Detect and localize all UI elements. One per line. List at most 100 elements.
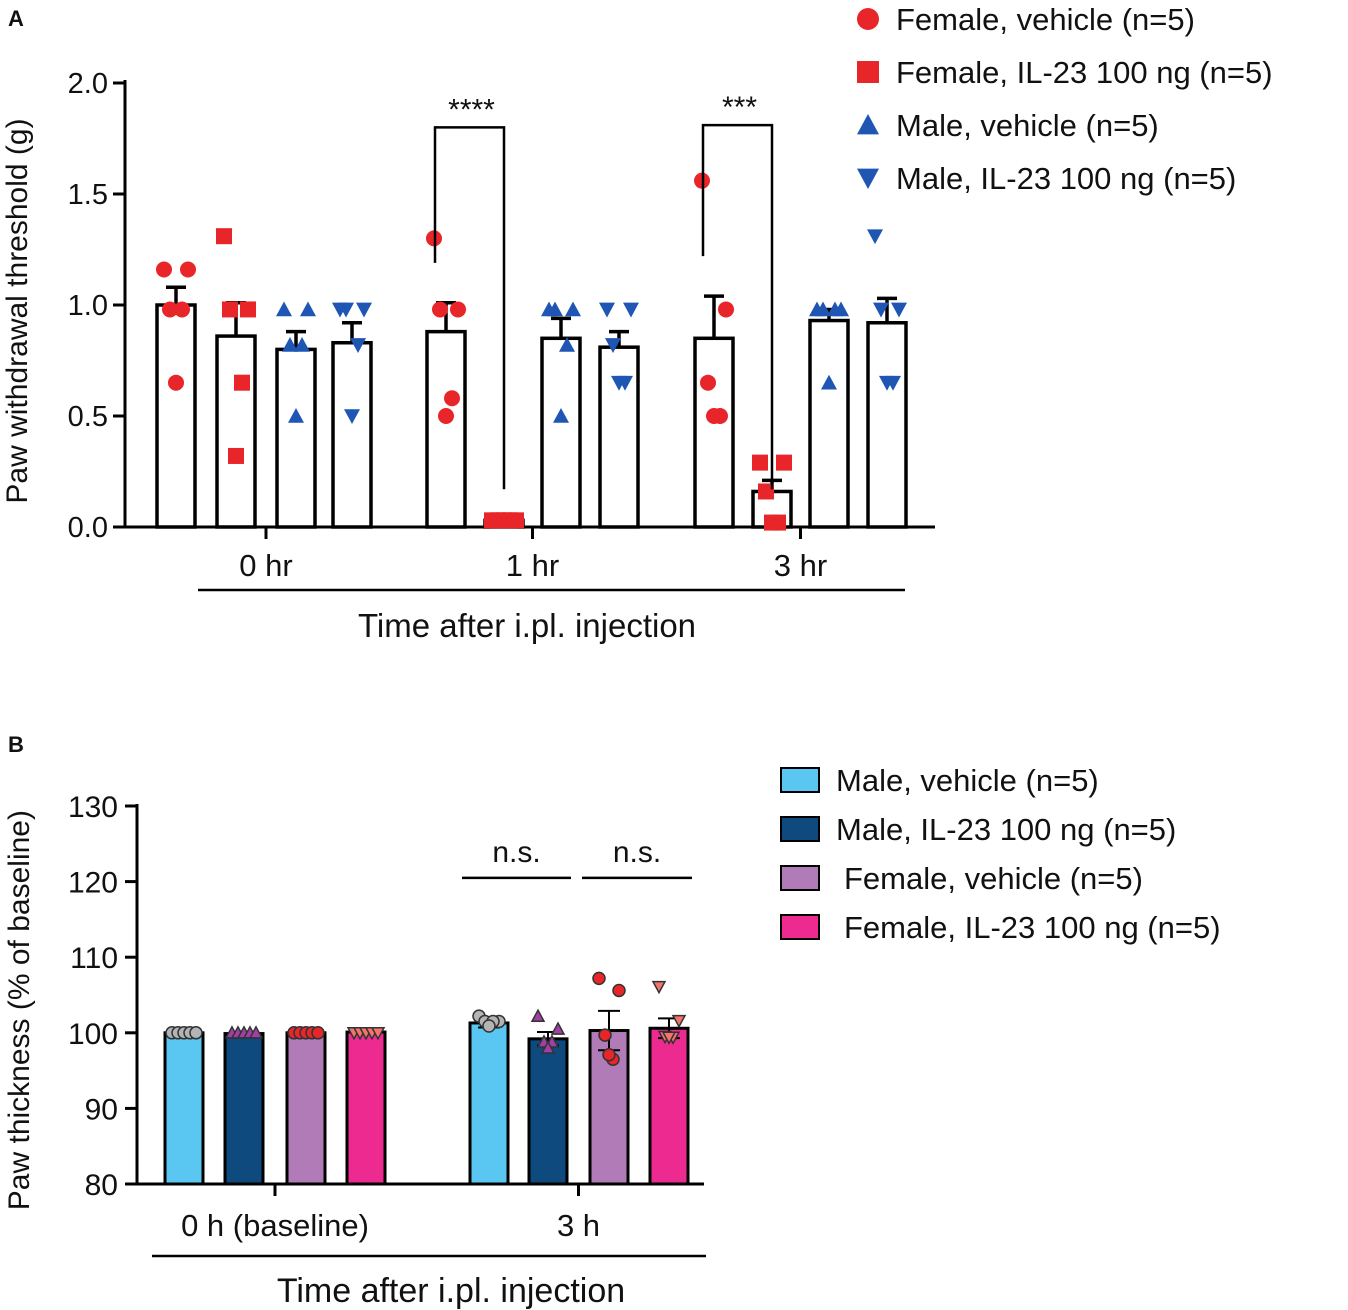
data-point — [611, 375, 627, 391]
data-point — [602, 1047, 616, 1062]
data-point — [432, 301, 448, 318]
data-point — [547, 301, 563, 317]
data-point — [700, 374, 716, 391]
legend-marker — [857, 61, 879, 83]
data-point — [216, 228, 232, 245]
bar — [648, 1026, 690, 1186]
data-point — [599, 302, 615, 318]
data-point — [222, 301, 238, 318]
data-point — [356, 302, 372, 318]
data-point — [248, 1025, 264, 1039]
data-point — [444, 390, 460, 407]
y-tick-label: 80 — [85, 1169, 118, 1202]
data-point — [565, 301, 581, 317]
data-point — [873, 302, 889, 318]
x-tick-label: 3 hr — [774, 548, 827, 583]
bar — [345, 1030, 387, 1186]
y-tick-label: 90 — [85, 1093, 118, 1126]
legend-label: Male, vehicle (n=5) — [896, 108, 1159, 143]
data-point — [530, 1008, 546, 1023]
data-point — [821, 374, 837, 390]
data-point — [764, 514, 780, 531]
data-point — [553, 408, 569, 423]
data-point — [168, 374, 184, 391]
y-tick-label: 1.5 — [68, 179, 108, 211]
data-point — [311, 1026, 325, 1040]
bar — [527, 1037, 569, 1186]
x-tick-label: 0 h (baseline) — [181, 1208, 369, 1243]
data-point — [482, 1019, 496, 1033]
data-point — [540, 1040, 556, 1054]
bar — [223, 1032, 265, 1186]
data-point — [550, 1021, 566, 1035]
bar — [331, 340, 373, 529]
y-tick-label: 100 — [68, 1018, 118, 1051]
y-tick-label: 1.0 — [68, 290, 108, 322]
data-point — [450, 301, 466, 318]
data-point — [189, 1026, 203, 1040]
y-tick-label: 0.5 — [68, 401, 108, 433]
legend-marker — [857, 114, 879, 135]
data-point — [350, 338, 366, 353]
data-point — [815, 301, 831, 317]
legend-label: Female, vehicle (n=5) — [896, 2, 1195, 37]
data-point — [827, 301, 843, 317]
legend-marker — [857, 8, 879, 30]
data-point — [300, 301, 316, 317]
data-point — [605, 338, 621, 353]
data-point — [162, 301, 178, 318]
data-point — [592, 971, 606, 986]
data-point — [228, 447, 244, 464]
bar — [468, 1021, 510, 1186]
data-point — [776, 454, 792, 471]
bar — [275, 347, 317, 529]
bar — [285, 1031, 327, 1186]
bar — [808, 318, 850, 529]
data-point — [438, 408, 454, 424]
data-point — [288, 408, 304, 423]
data-point — [559, 336, 575, 352]
legend-swatch — [780, 914, 820, 940]
legend-marker — [857, 168, 879, 189]
data-point — [718, 301, 734, 318]
data-point — [752, 454, 768, 471]
legend-label: Female, IL-23 100 ng (n=5) — [844, 910, 1221, 945]
y-axis-label: Paw withdrawal threshold (g) — [1, 118, 34, 503]
significance-bracket — [701, 123, 774, 490]
panel-label-a: A — [8, 6, 24, 31]
data-point — [174, 301, 190, 318]
data-point — [671, 1014, 687, 1029]
legend-label: Female, IL-23 100 ng (n=5) — [896, 55, 1273, 90]
x-tick-label: 0 hr — [239, 548, 292, 583]
data-point — [879, 375, 895, 391]
data-point — [156, 261, 172, 278]
panel-a-chart: 0.0 0.5 1.0 1.5 2.0 Paw withdrawal threshold … — [1, 2, 1273, 644]
legend-label: Female, vehicle (n=5) — [844, 861, 1143, 896]
significance-bracket — [433, 126, 506, 490]
data-point — [180, 261, 196, 278]
data-point — [370, 1026, 386, 1041]
y-tick-label: 110 — [70, 942, 118, 975]
data-point — [867, 229, 883, 245]
legend-label: Male, vehicle (n=5) — [836, 763, 1099, 798]
data-point — [706, 408, 722, 424]
x-tick-label: 1 hr — [506, 548, 559, 583]
data-point — [240, 301, 256, 318]
bar — [155, 303, 197, 529]
data-point — [661, 1031, 677, 1045]
y-tick-label: 120 — [68, 867, 118, 900]
x-tick-label: 3 h — [557, 1208, 600, 1243]
legend-swatch — [780, 816, 820, 842]
legend-swatch — [780, 865, 820, 891]
data-point — [282, 336, 298, 352]
y-tick-label: 2.0 — [68, 68, 108, 100]
data-point — [891, 302, 907, 318]
bar — [163, 1031, 205, 1186]
data-point — [344, 409, 360, 424]
data-point — [612, 983, 626, 998]
significance-label: *** — [722, 91, 757, 124]
significance-label: n.s. — [613, 836, 661, 869]
data-point — [294, 336, 310, 352]
data-point — [338, 302, 354, 318]
